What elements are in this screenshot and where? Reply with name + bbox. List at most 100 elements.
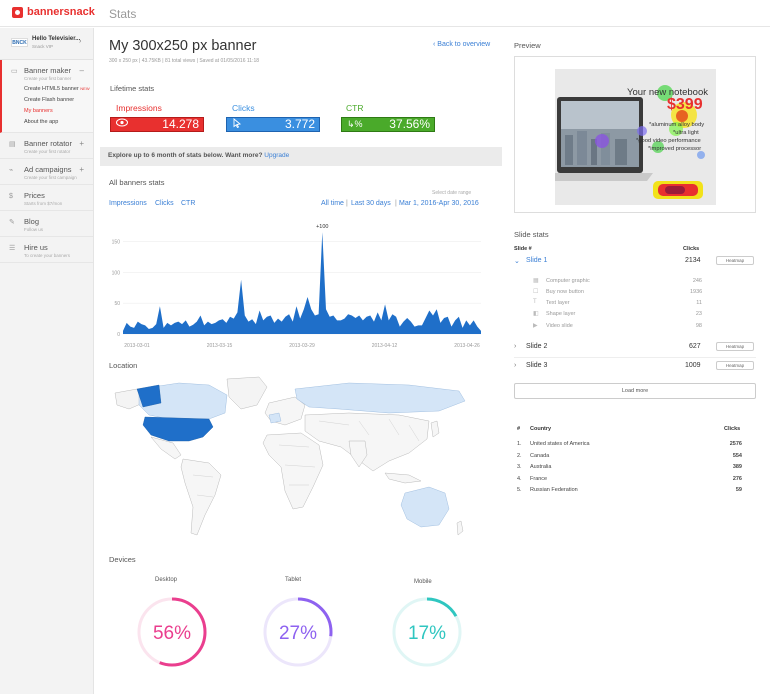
eye-icon [116, 118, 128, 131]
country-rank: 4. [517, 475, 522, 482]
donut-value: 17% [408, 623, 446, 644]
sidebar-item-prices[interactable]: $ Prices Starts from $7/mon [0, 185, 93, 211]
upgrade-link[interactable]: Upgrade [264, 152, 290, 159]
slide-clicks: 2134 [685, 257, 701, 264]
back-to-overview-link[interactable]: ‹ Back to overview [433, 41, 491, 48]
layer-value: 11 [696, 300, 702, 306]
slide-name: Slide 2 [526, 343, 548, 350]
clicks-value: 3.772 [284, 117, 315, 131]
lifetime-stats-heading: Lifetime stats [110, 84, 155, 93]
map-indonesia [384, 472, 422, 484]
heatmap-button[interactable]: Heatmap [716, 361, 754, 370]
account-switcher[interactable]: BNCK Hello Televisier... Snack VIP › [0, 28, 93, 60]
slide-row[interactable]: › Slide 2 627 Heatmap [514, 340, 756, 358]
country-clicks: 554 [732, 452, 742, 459]
image-icon: ▦ [533, 278, 539, 284]
map-new-zealand [456, 520, 464, 536]
layer-value: 1936 [690, 289, 703, 295]
peak-annotation: +100 [316, 224, 328, 230]
ctr-value: 37.56% [389, 117, 430, 131]
load-more-button[interactable]: Load more [514, 383, 756, 399]
percent-pointer-icon: ↳% [347, 119, 363, 129]
y-tick-label: 150 [112, 239, 121, 245]
slide-stats-heading: Slide stats [514, 230, 549, 239]
sidebar-subitem-create-flash[interactable]: Create Flash banner [24, 97, 75, 103]
x-tick-label: 2013-03-29 [289, 343, 315, 349]
col-clicks: Clicks [683, 246, 700, 252]
sidebar-item-sub: Create your first campaign [24, 175, 77, 180]
heatmap-button[interactable]: Heatmap [716, 256, 754, 265]
device-label-mobile: Mobile [414, 579, 432, 585]
preview-panel: Your new notebook $399 *aluminum alloy b… [514, 56, 756, 213]
layer-name: Video slide [546, 323, 573, 329]
campaign-icon: ⌁ [9, 167, 14, 174]
heatmap-button[interactable]: Heatmap [716, 342, 754, 351]
sidebar-subitem-my-banners[interactable]: My banners [24, 108, 53, 114]
slide-row[interactable]: › Slide 3 1009 Heatmap [514, 359, 756, 377]
map-greenland [226, 376, 268, 410]
map-alaska [114, 388, 144, 410]
range-separator: | [346, 200, 348, 207]
donut-arc [392, 597, 462, 667]
logo-icon [12, 6, 23, 18]
map-japan [430, 420, 440, 438]
country-name: France [530, 475, 548, 482]
sidebar-item-hire-us[interactable]: ☰ Hire us To create your banners [0, 237, 93, 263]
country-clicks: 389 [732, 464, 742, 470]
devices-heading: Devices [109, 555, 136, 564]
x-tick-label: 2013-03-01 [124, 343, 150, 349]
select-date-range-label: Select date range [432, 190, 472, 196]
chevron-down-icon[interactable]: ⌄ [514, 258, 520, 265]
app-logo[interactable]: bannersnack [12, 6, 95, 18]
range-last-30-days[interactable]: Last 30 days [351, 200, 391, 207]
plus-icon[interactable]: + [79, 139, 84, 148]
map-australia [400, 486, 450, 528]
tab-impressions[interactable]: Impressions [109, 200, 147, 207]
x-tick-label: 2013-04-12 [372, 343, 398, 349]
map-asia [304, 412, 430, 472]
plus-icon[interactable]: + [79, 165, 84, 174]
sidebar-item-blog[interactable]: ✎ Blog Follow us [0, 211, 93, 237]
chevron-right-icon[interactable]: › [514, 362, 517, 369]
y-tick-label: 50 [114, 301, 120, 307]
sidebar-item-label: Banner rotator [24, 139, 72, 148]
sidebar-subitem-about[interactable]: About the app [24, 119, 59, 125]
map-russia [294, 382, 466, 414]
sidebar-item-ad-campaigns[interactable]: ⌁ Ad campaigns Create your first campaig… [0, 159, 93, 185]
slide-row[interactable]: ⌄ Slide 1 2134 Heatmap [514, 254, 756, 272]
layer-value: 98 [695, 323, 702, 329]
device-label-desktop: Desktop [155, 577, 178, 583]
donut-tablet: 27% [263, 597, 333, 667]
banner-meta: 300 x 250 px | 43.75KB | 81 total views … [109, 58, 260, 64]
donut-desktop: 56% [137, 597, 207, 667]
ctr-label: CTR [346, 103, 364, 113]
account-logo: BNCK [11, 38, 28, 47]
tab-clicks[interactable]: Clicks [155, 200, 174, 207]
sidebar: BNCK Hello Televisier... Snack VIP › ▭ B… [0, 28, 94, 694]
banner-headline: Your new notebook [627, 87, 708, 98]
y-tick-label: 100 [112, 270, 121, 276]
sidebar-item-label: Ad campaigns [24, 165, 72, 174]
range-custom[interactable]: Mar 1, 2016-Apr 30, 2016 [399, 200, 479, 207]
sidebar-item-banner-rotator[interactable]: ▤ Banner rotator Create your first rotat… [0, 133, 93, 159]
range-all-time[interactable]: All time [321, 200, 344, 207]
slide-name: Slide 3 [526, 362, 548, 369]
country-name: Canada [530, 452, 550, 459]
layer-name: Buy now button [546, 289, 584, 295]
price-icon: $ [9, 193, 13, 200]
chevron-right-icon[interactable]: › [514, 343, 517, 350]
layer-name: Text layer [546, 300, 570, 306]
x-tick-label: 2013-04-26 [454, 343, 480, 349]
sidebar-item-banner-maker[interactable]: ▭ Banner maker Create your first banner … [0, 60, 93, 133]
collapse-icon[interactable]: – [79, 66, 84, 75]
upgrade-notice-text: Explore up to 6 month of stats below. Wa… [108, 152, 263, 159]
banner-title: My 300x250 px banner [109, 38, 257, 54]
tab-ctr[interactable]: CTR [181, 200, 196, 207]
donut-arc [263, 597, 333, 667]
slide-clicks: 627 [689, 343, 701, 350]
sidebar-subitem-create-html5[interactable]: Create HTML5 banner NEW [24, 86, 90, 92]
banner-icon: ▭ [11, 68, 18, 75]
layer-value: 23 [695, 311, 702, 317]
sidebar-item-label: Banner maker [24, 66, 72, 75]
map-canada [138, 382, 228, 420]
